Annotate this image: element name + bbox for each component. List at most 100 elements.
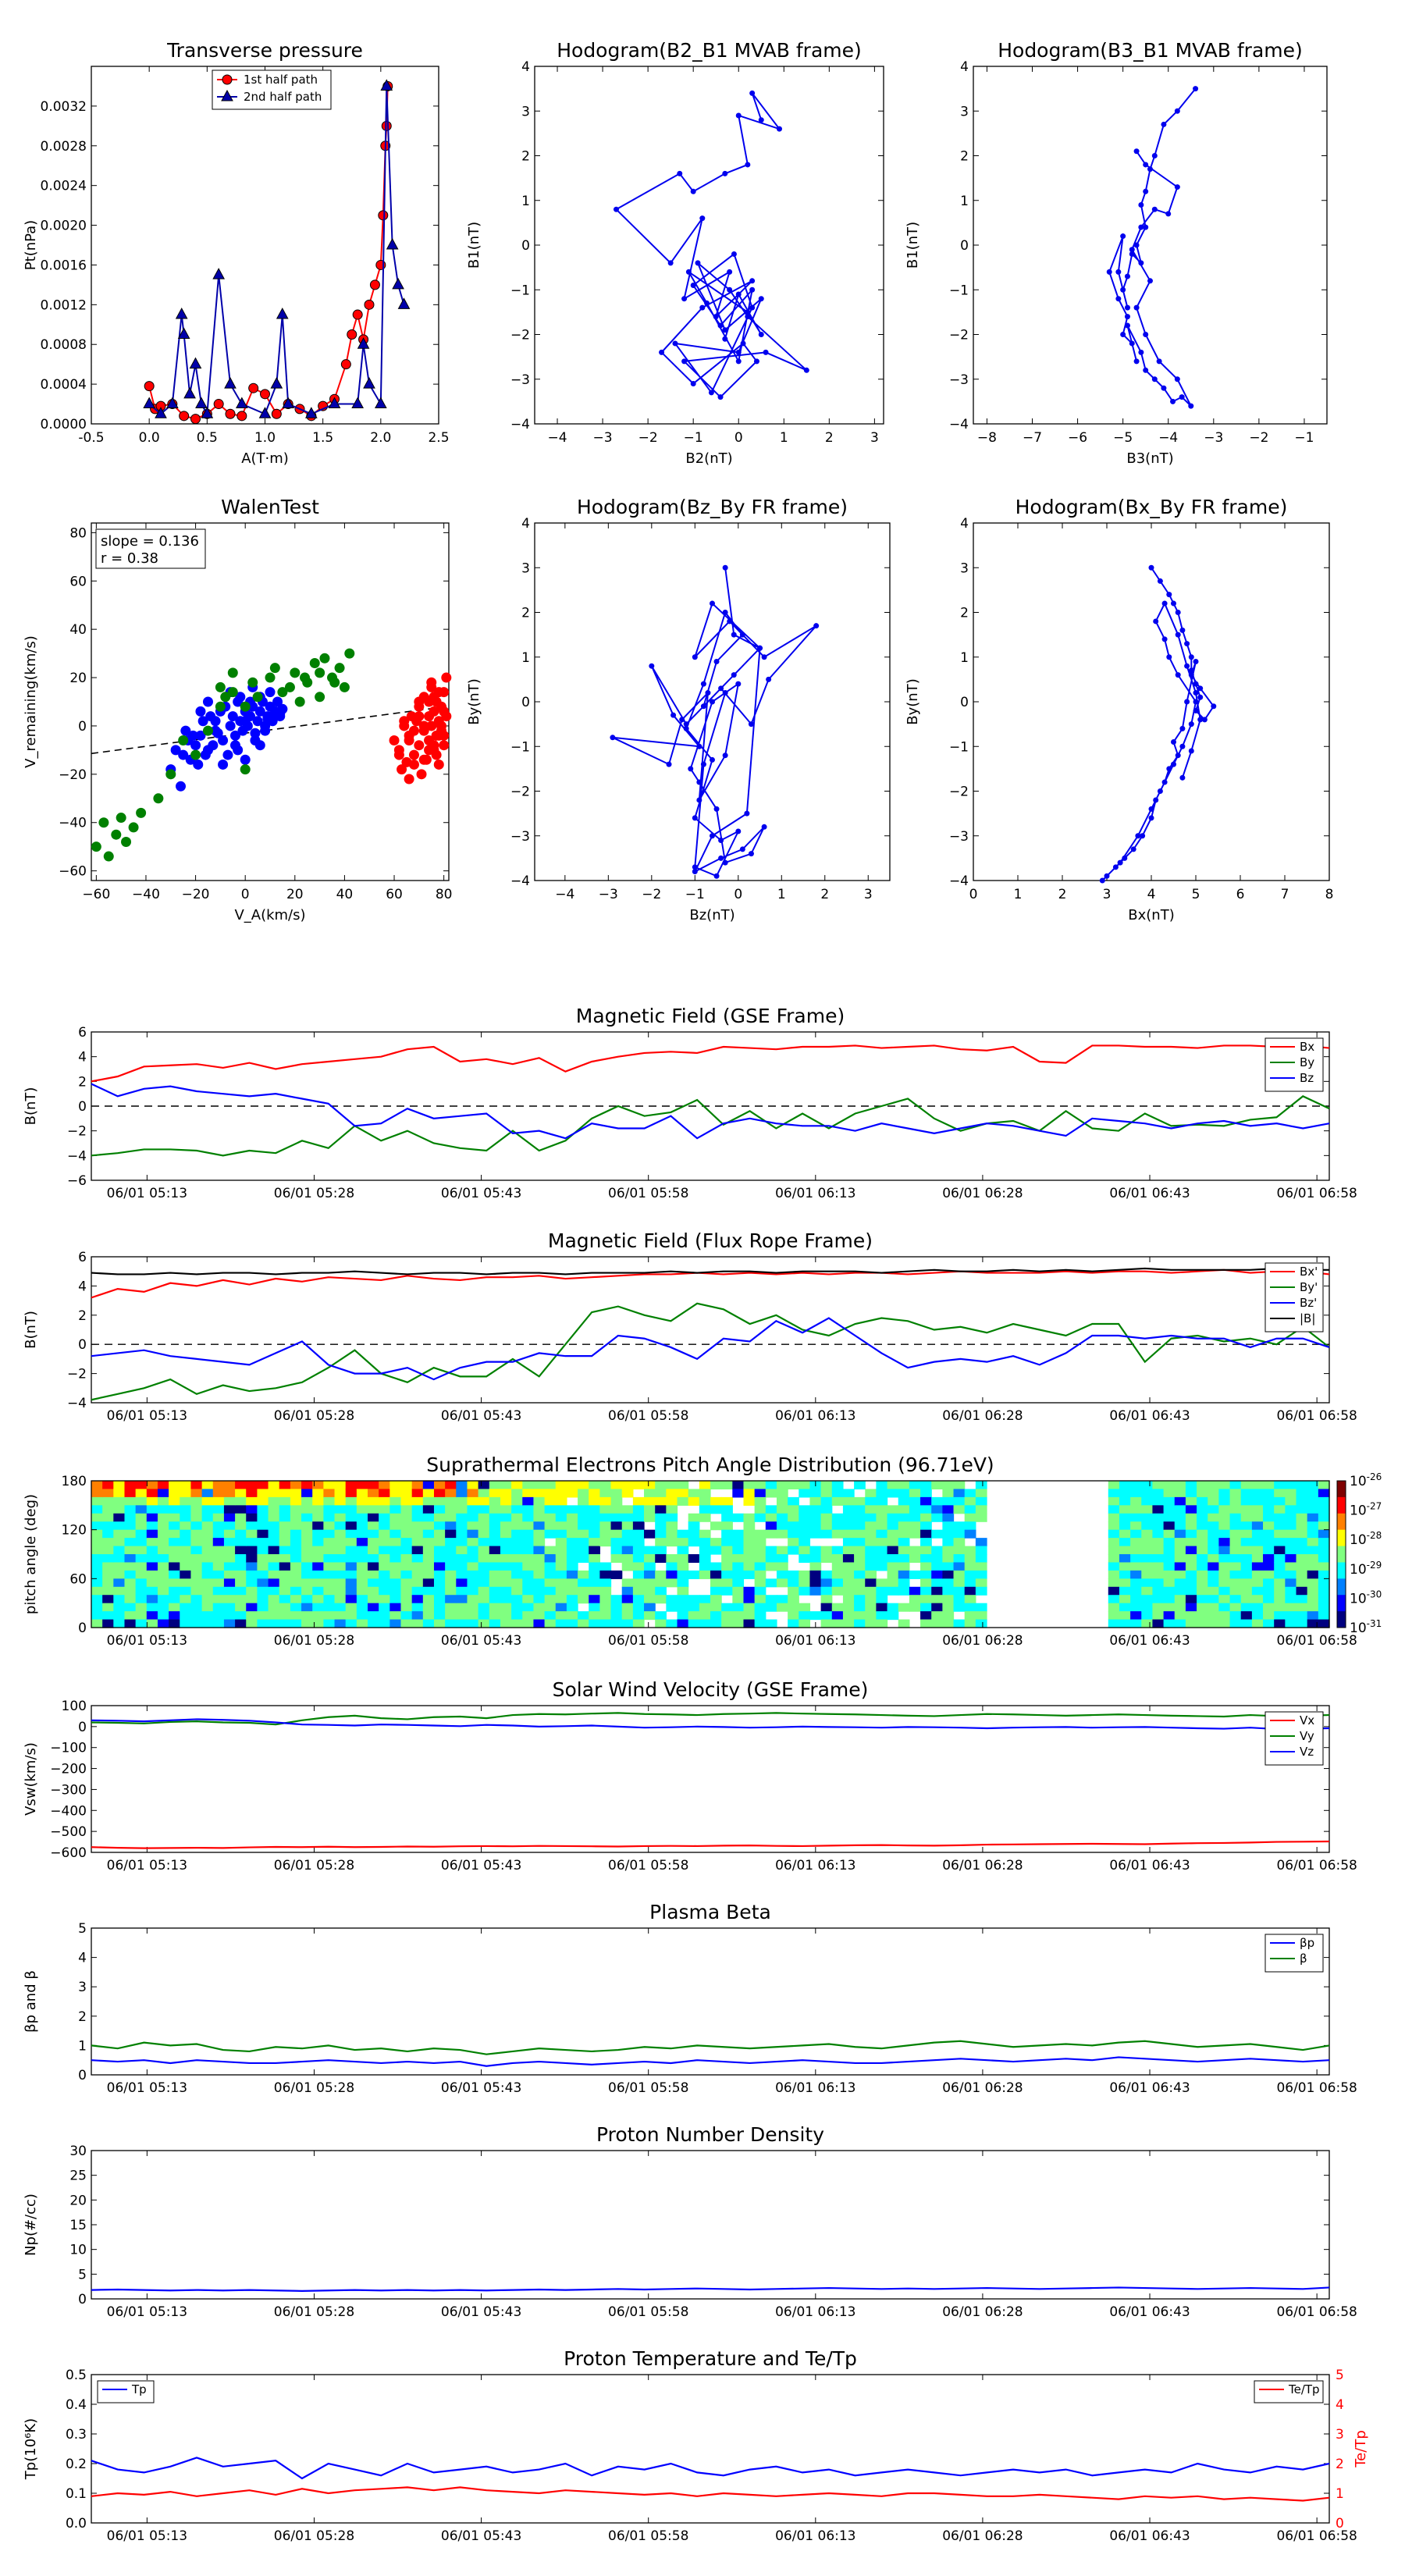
heatmap-cell [1218,1489,1231,1498]
y2-axis-label: Te/Tp [1353,2430,1369,2468]
heatmap-cell [456,1546,468,1555]
data-point [1188,748,1194,754]
heatmap-cell [644,1586,656,1596]
heatmap-cell [1197,1570,1208,1579]
heatmap-cell [290,1611,302,1621]
heatmap-cell [146,1505,158,1514]
heatmap-cell [953,1481,966,1490]
heatmap-cell [312,1586,324,1596]
heatmap-cell [445,1513,457,1522]
heatmap-cell [268,1603,280,1612]
heatmap-cell [666,1513,678,1522]
heatmap-cell [1152,1619,1165,1628]
y2-tick-label: 0 [1336,2516,1344,2532]
heatmap-cell [621,1554,634,1564]
heatmap-cell [610,1554,623,1564]
data-point [1138,201,1144,208]
scatter-point [202,696,213,707]
heatmap-cell [732,1562,745,1571]
heatmap-cell [433,1481,446,1490]
data-point [679,717,685,723]
heatmap-cell [765,1603,777,1612]
scatter-point [136,807,147,818]
heatmap-cell [411,1546,424,1555]
legend-label: |B| [1300,1311,1315,1325]
data-point [1175,610,1181,615]
heatmap-cell [831,1586,844,1596]
heatmap-cell [710,1619,722,1628]
heatmap-cell [478,1505,490,1514]
heatmap-cell [290,1546,302,1555]
heatmap-cell [411,1529,424,1539]
data-point [735,681,742,687]
heatmap-cell [799,1513,811,1522]
heatmap-cell [411,1570,424,1579]
heatmap-cell [223,1538,236,1547]
scatter-point [240,701,251,712]
heatmap-cell [400,1586,413,1596]
heatmap-cell [1208,1611,1219,1621]
heatmap-cell [135,1586,148,1596]
heatmap-cell [776,1554,788,1564]
heatmap-cell [621,1505,634,1514]
heatmap-cell [743,1521,756,1531]
heatmap-cell [1318,1562,1330,1571]
data-point [744,810,750,817]
heatmap-cell [433,1611,446,1621]
heatmap-cell [533,1496,546,1506]
heatmap-cell [1218,1586,1231,1596]
heatmap-cell [1296,1546,1308,1555]
heatmap-cell [190,1489,203,1498]
heatmap-cell [655,1619,667,1628]
heatmap-cell [422,1529,435,1539]
heatmap-cell [301,1481,313,1490]
heatmap-cell [268,1496,280,1506]
heatmap-cell [102,1496,114,1506]
data-point [304,407,318,418]
heatmap-cell [445,1489,457,1498]
heatmap-cell [1163,1505,1176,1514]
heatmap-cell [887,1513,899,1522]
heatmap-cell [544,1513,557,1522]
heatmap-cell [268,1546,280,1555]
heatmap-cell [555,1538,567,1547]
heatmap-cell [91,1586,103,1596]
heatmap-cell [578,1619,589,1628]
scatter-point [275,708,286,719]
y-tick-label: 0.4 [66,2397,87,2413]
heatmap-cell [235,1562,247,1571]
heatmap-cell [268,1513,280,1522]
heatmap-cell [1152,1521,1165,1531]
heatmap-cell [1141,1513,1154,1522]
colorbar-tick-label: 10-26 [1350,1471,1382,1489]
colorbar-segment [1337,1595,1346,1612]
heatmap-cell [920,1538,932,1547]
data-point [690,380,696,386]
heatmap-cell [909,1505,921,1514]
heatmap-cell [1163,1546,1176,1555]
heatmap-cell [799,1578,811,1588]
heatmap-cell [368,1611,379,1621]
heatmap-cell [345,1570,357,1579]
series-line [91,2040,1330,2055]
heatmap-cell [157,1578,169,1588]
heatmap-cell [389,1529,402,1539]
heatmap-cell [379,1513,390,1522]
heatmap-cell [677,1586,689,1596]
scatter-point [433,687,444,698]
heatmap-cell [688,1529,700,1539]
data-point [1124,314,1130,320]
y-tick-label: 2 [521,149,530,165]
heatmap-cell [323,1595,336,1604]
y-axis-label: B1(nT) [466,222,482,269]
data-point [378,210,389,221]
heatmap-cell [765,1521,777,1531]
heatmap-cell [223,1570,236,1579]
heatmap-cell [223,1554,236,1564]
heatmap-cell [1119,1521,1131,1531]
x-tick-label: −3 [593,430,613,446]
heatmap-cell [854,1619,866,1628]
heatmap-cell [135,1595,148,1604]
